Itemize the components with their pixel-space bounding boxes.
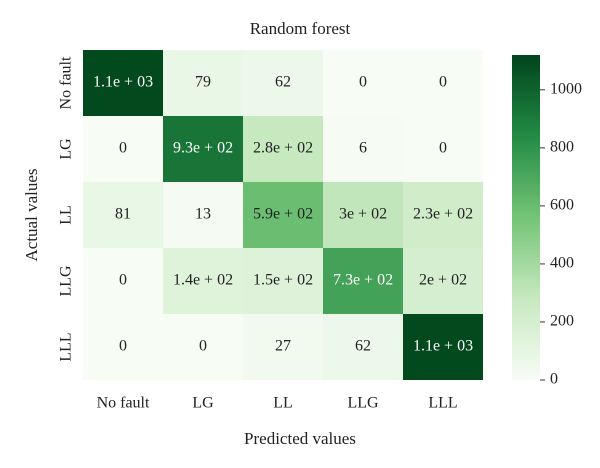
heatmap-cell: [323, 182, 403, 248]
heatmap-cell: [243, 248, 323, 314]
heatmap-cell: [163, 182, 243, 248]
heatmap-cell: [323, 116, 403, 182]
y-tick-label: LLG: [58, 265, 75, 297]
x-tick-label: LLL: [428, 395, 457, 412]
heatmap-cell: [83, 314, 163, 380]
heatmap-cell: [83, 50, 163, 116]
cell-label: 9.3e + 02: [173, 140, 233, 157]
y-tick-label: No fault: [58, 56, 75, 109]
colorbar-tick-label: 600: [550, 197, 574, 214]
cell-label: 1.1e + 03: [93, 74, 153, 91]
y-tick-label: LLL: [58, 332, 75, 361]
cell-label: 0: [119, 338, 127, 355]
heatmap-cell: [163, 116, 243, 182]
heatmap-cell: [83, 116, 163, 182]
x-axis-label: Predicted values: [244, 429, 356, 448]
cell-label: 1.4e + 02: [173, 272, 233, 289]
y-axis-label: Actual values: [22, 169, 41, 262]
heatmap-cell: [323, 50, 403, 116]
heatmap-cell: [243, 116, 323, 182]
cell-label: 2.8e + 02: [253, 140, 313, 157]
colorbar-tick-label: 0: [550, 371, 558, 388]
heatmap-cell: [323, 314, 403, 380]
colorbar-tick-label: 1000: [550, 80, 582, 97]
cell-label: 2e + 02: [419, 272, 467, 289]
cell-label: 6: [359, 140, 367, 157]
cell-label: 0: [199, 338, 207, 355]
x-tick-label: LL: [273, 395, 293, 412]
cell-label: 0: [119, 140, 127, 157]
heatmap-cell: [403, 50, 483, 116]
y-tick-label: LG: [58, 138, 75, 160]
heatmap-cell: [323, 248, 403, 314]
heatmap-cell: [83, 182, 163, 248]
heatmap-cell: [163, 248, 243, 314]
heatmap-cell: [403, 248, 483, 314]
heatmap-cell: [243, 182, 323, 248]
cell-label: 1.5e + 02: [253, 272, 313, 289]
heatmap-cell: [403, 116, 483, 182]
cell-label: 79: [195, 74, 211, 91]
heatmap-cell: [83, 248, 163, 314]
cell-label: 0: [119, 272, 127, 289]
colorbar: [512, 55, 540, 380]
x-tick-label: LLG: [347, 395, 379, 412]
cell-label: 0: [439, 140, 447, 157]
x-tick-label: LG: [192, 395, 214, 412]
cell-label: 0: [359, 74, 367, 91]
y-tick-label: LL: [58, 205, 75, 225]
heatmap-cell: [403, 182, 483, 248]
colorbar-tick-label: 200: [550, 313, 574, 330]
cell-label: 0: [439, 74, 447, 91]
cell-label: 62: [355, 338, 371, 355]
heatmap-cell: [243, 314, 323, 380]
cell-label: 27: [275, 338, 291, 355]
heatmap-cell: [243, 50, 323, 116]
cell-label: 5.9e + 02: [253, 206, 313, 223]
colorbar-tick-label: 800: [550, 139, 574, 156]
cell-label: 1.1e + 03: [413, 338, 473, 355]
heatmap-cell: [163, 50, 243, 116]
cell-label: 3e + 02: [339, 206, 387, 223]
cell-label: 2.3e + 02: [413, 206, 473, 223]
heatmap-cell: [163, 314, 243, 380]
x-tick-label: No fault: [97, 395, 150, 412]
cell-label: 81: [115, 206, 131, 223]
chart-title: Random forest: [250, 19, 351, 38]
colorbar-tick-label: 400: [550, 255, 574, 272]
cell-label: 13: [195, 206, 211, 223]
cell-label: 7.3e + 02: [333, 272, 393, 289]
heatmap-cell: [403, 314, 483, 380]
cell-label: 62: [275, 74, 291, 91]
